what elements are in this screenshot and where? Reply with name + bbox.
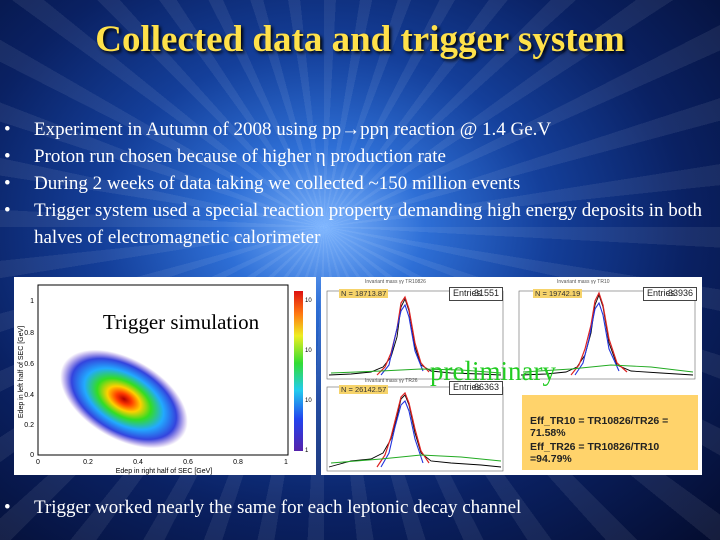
y-tick-label: 0.4	[24, 392, 34, 399]
stat-label: Entries	[453, 382, 482, 392]
hist1-title: Invariant mass γγ TR10826	[365, 279, 426, 285]
bullet-item: Trigger system used a special reaction p…	[4, 197, 704, 251]
y-tick-label: 0.8	[24, 330, 34, 337]
bullet-list: Experiment in Autumn of 2008 using pp→pp…	[4, 116, 704, 251]
x-tick-label: 0	[36, 459, 40, 466]
bullet-item: Experiment in Autumn of 2008 using pp→pp…	[4, 116, 704, 143]
y-tick-label: 0	[30, 452, 34, 459]
y-tick-label: 1	[30, 298, 34, 305]
hist1-stats: Entries 31551	[449, 287, 503, 301]
trigger-simulation-label: Trigger simulation	[88, 308, 274, 336]
scale-tick-label: 10	[305, 348, 312, 354]
x-tick-label: 0.8	[233, 459, 243, 466]
stat-value: 31551	[473, 288, 499, 298]
efficiency-box: Eff_TR10 = TR10826/TR26 = 71.58% Eff_TR2…	[522, 395, 698, 470]
stat-value: 66363	[473, 382, 499, 392]
y-tick-label: 0.2	[24, 422, 34, 429]
stat-label: Entries	[453, 288, 482, 298]
trigger-simulation-plot: Edep in left half of SEC [GeV] 0 0.2 0.4…	[14, 277, 316, 475]
hist1-n-label: N = 18713.87	[339, 289, 389, 298]
scatter-plot-svg: Edep in left half of SEC [GeV] 0 0.2 0.4…	[18, 284, 312, 475]
preliminary-watermark: preliminary	[430, 356, 556, 386]
scale-tick-label: 1	[305, 448, 309, 454]
x-tick-label: 0.4	[133, 459, 143, 466]
y-axis-label: Edep in left half of SEC [GeV]	[18, 326, 25, 418]
scale-tick-label: 10	[305, 298, 312, 304]
histogram-panel: Invariant mass γγ TR10826 Invariant mass…	[321, 277, 702, 475]
hist2-stats: Entries 33936	[643, 287, 697, 301]
stat-label: Entries	[647, 288, 676, 298]
slide-title: Collected data and trigger system	[95, 19, 625, 60]
hist3-n-label: N = 26142.57	[339, 385, 389, 394]
bottom-bullet-item: Trigger worked nearly the same for each …	[4, 494, 714, 521]
x-tick-label: 0.6	[183, 459, 193, 466]
histograms-svg	[326, 290, 696, 472]
bullet-item: Proton run chosen because of higher η pr…	[4, 143, 704, 170]
hist3-title: Invariant mass γγ TR26	[365, 378, 418, 384]
hist3-stats: Entries 66363	[449, 381, 503, 395]
efficiency-tr26: Eff_TR26 = TR10826/TR10 =94.79%	[530, 441, 660, 465]
stat-value: 33936	[667, 288, 693, 298]
y-tick-label: 0.6	[24, 361, 34, 368]
hist2-title: Invariant mass γγ TR10	[557, 279, 610, 285]
scale-tick-label: 10	[305, 398, 312, 404]
efficiency-tr10: Eff_TR10 = TR10826/TR26 = 71.58%	[530, 415, 669, 439]
bullet-item: During 2 weeks of data taking we collect…	[4, 170, 704, 197]
x-tick-label: 0.2	[83, 459, 93, 466]
hist2-n-label: N = 19742.19	[533, 289, 583, 298]
x-axis-label: Edep in right half of SEC [GeV]	[116, 468, 213, 475]
x-tick-label: 1	[284, 459, 288, 466]
